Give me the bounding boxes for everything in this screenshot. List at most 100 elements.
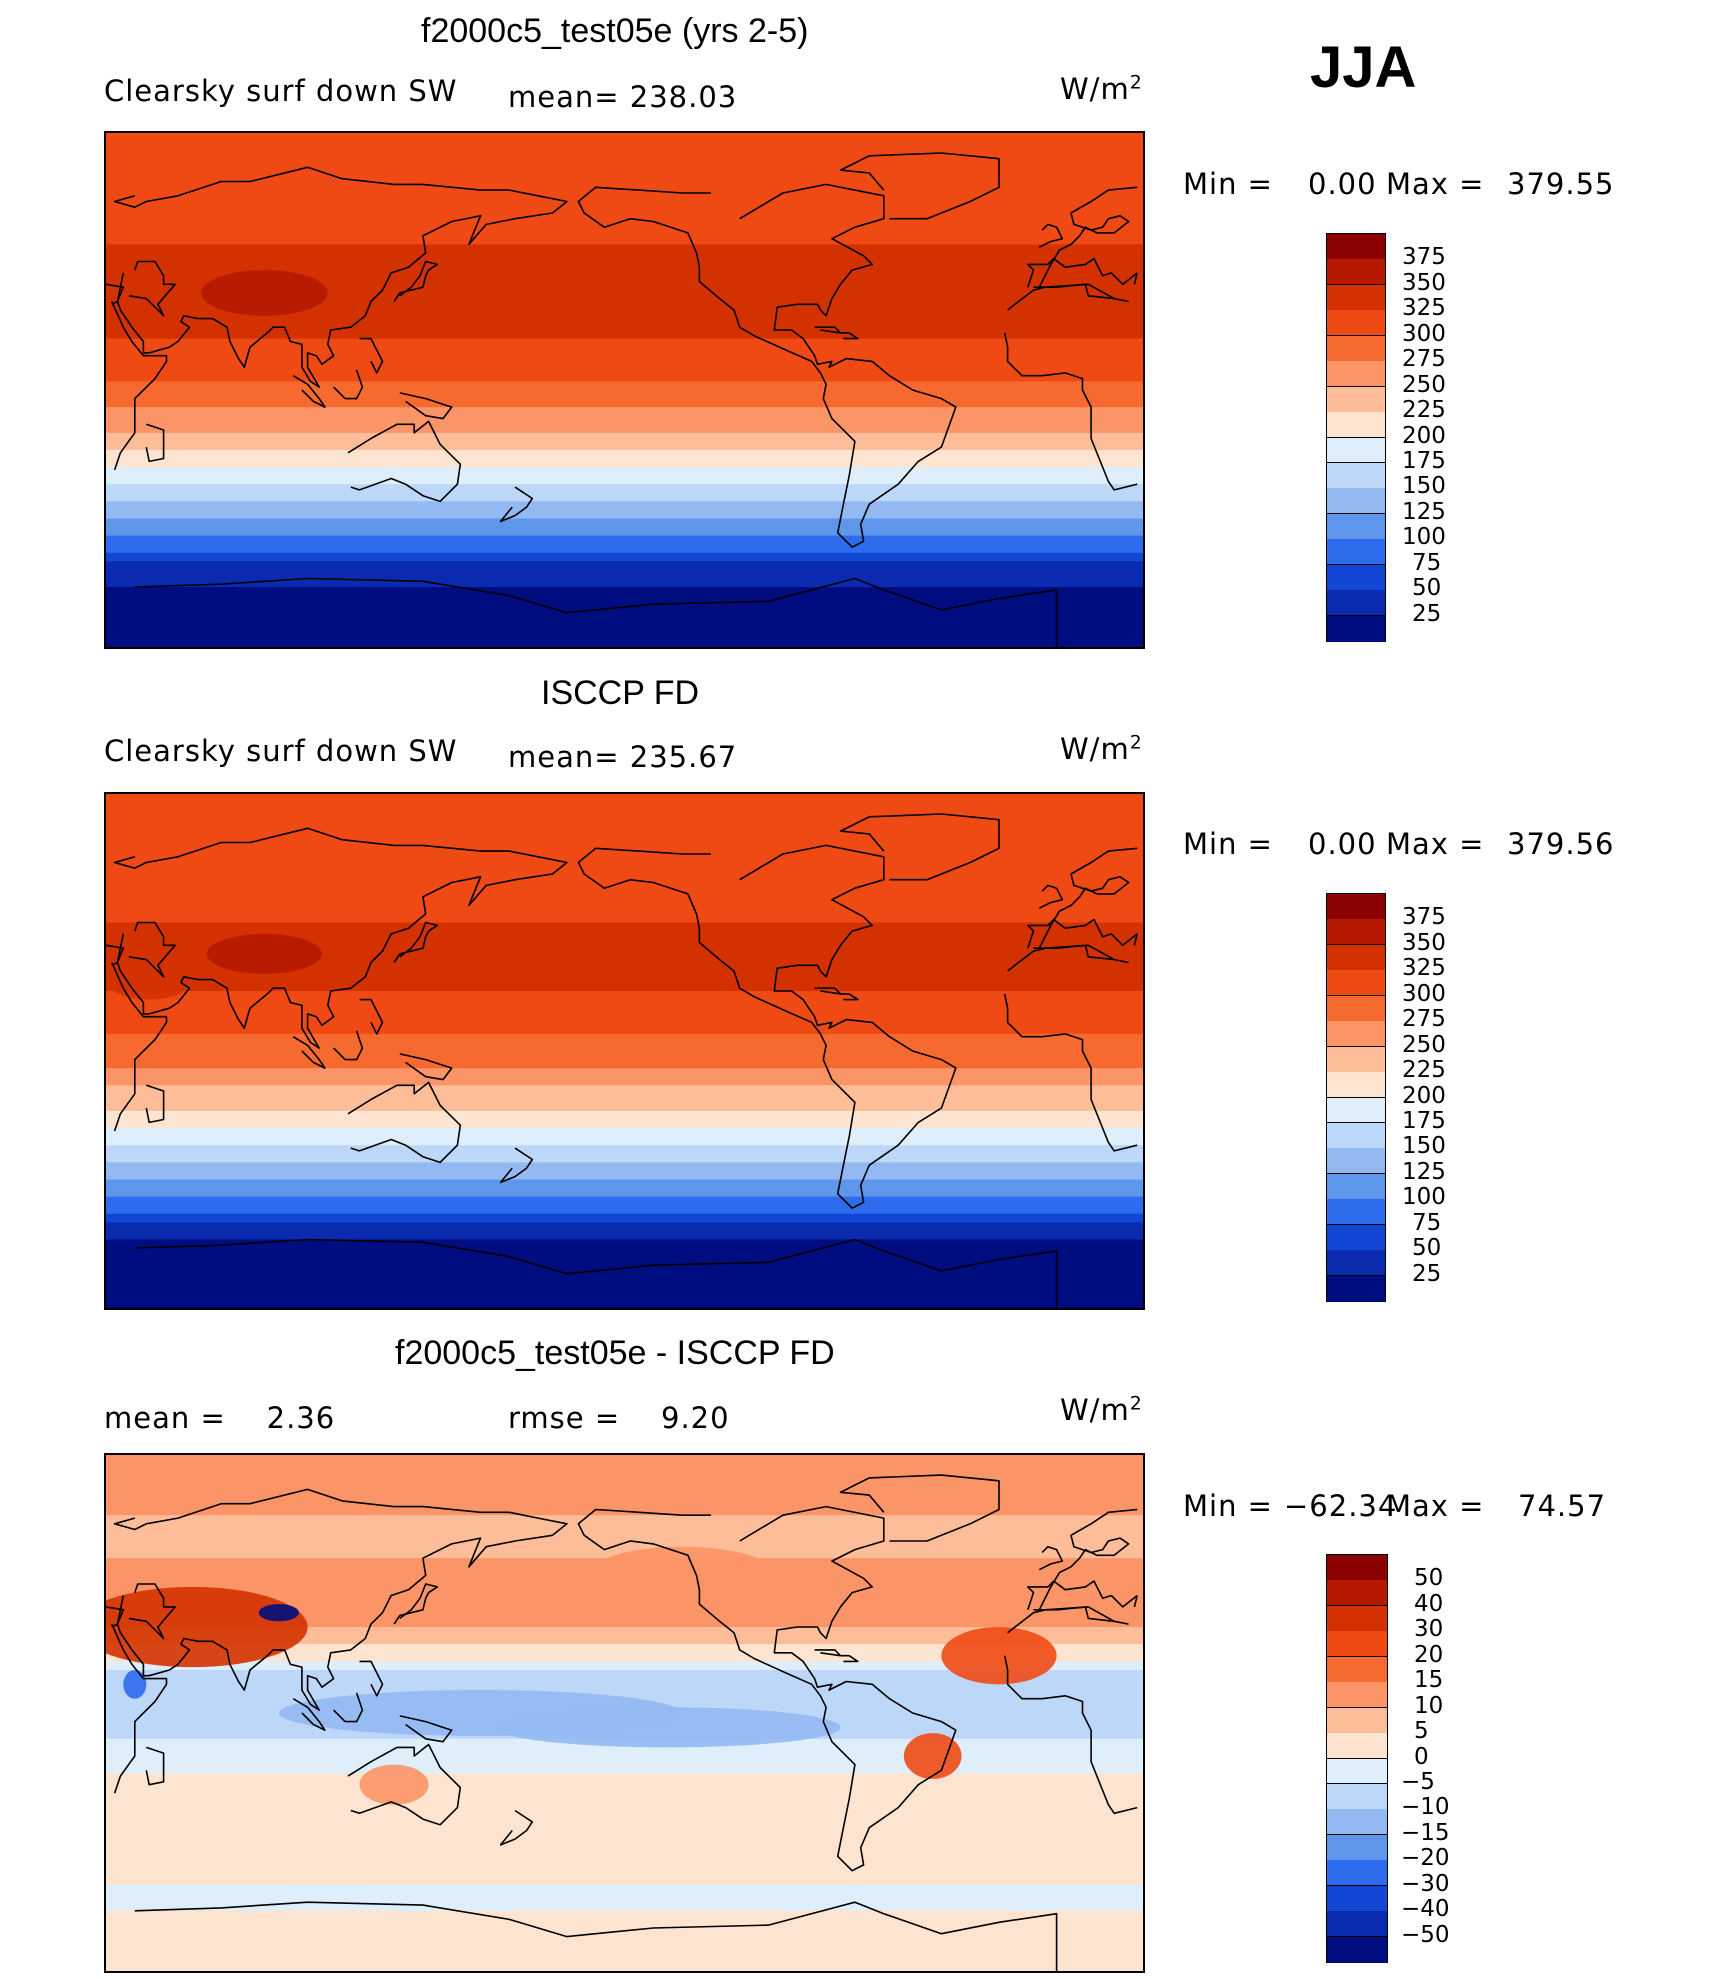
panel2-units-sup: 2 [1129,732,1143,754]
field-band [106,449,1143,460]
field-band [106,1042,1143,1052]
field-band [106,252,1143,263]
field-band [106,1188,1143,1198]
coastline [814,1649,842,1657]
panel2-title: ISCCP FD [541,674,700,712]
field-band [106,1618,1143,1628]
season-label: JJA [1310,35,1417,100]
field-band [106,931,1143,941]
colorbar-tick-label: 250 [1402,371,1446,398]
field-band [106,1928,1143,1938]
coastline [1038,847,1138,949]
colorbar-tick-label: 100 [1402,524,1446,551]
colorbar-swatch [1327,412,1385,438]
panel1-colorbar [1326,233,1386,642]
field-band [106,1635,1143,1645]
colorbar-tick-label: 25 [1412,600,1442,627]
colorbar-tick-label: −30 [1401,1870,1450,1897]
coastline [111,1623,168,1794]
field-band [106,1850,1143,1860]
field-band [106,501,1143,511]
field-band [106,467,1143,477]
panel1-min-value: 0.00 [1308,167,1377,201]
field-feature [494,278,697,331]
coastline [499,1809,534,1846]
field-band [106,1876,1143,1886]
colorbar-swatch [1327,234,1385,260]
panel2-units: W/m2 [1060,732,1143,766]
field-band [106,141,1143,151]
coastline [1026,257,1138,288]
colorbar-tick-label: −50 [1401,1921,1450,1948]
field-band [106,1910,1143,1921]
field-band [106,372,1143,383]
colorbar-tick-label: 100 [1402,1184,1446,1211]
field-band [106,509,1143,520]
coastline [333,1692,364,1723]
colorbar-tick-label: 10 [1414,1692,1444,1719]
colorbar-swatch [1327,970,1385,997]
field-band [106,201,1143,211]
field-feature [359,1764,429,1805]
field-band [106,802,1143,812]
colorbar-tick-label: −40 [1401,1896,1450,1923]
field-band [106,1919,1143,1929]
field-feature [106,1586,308,1668]
panel3-units-base: W/m [1060,1393,1130,1427]
colorbar-swatch [1327,919,1385,946]
colorbar-tick-label: 175 [1402,1107,1446,1134]
panel3-mean-label: mean = 2.36 [104,1401,336,1435]
colorbar-tick-label: 375 [1402,244,1446,271]
coastline [840,1654,859,1663]
coastlines [106,1474,1138,1971]
field-band [106,1128,1143,1138]
colorbar-tick-label: 40 [1414,1590,1444,1617]
panel2-map-svg [106,794,1143,1308]
coastline [347,1743,462,1826]
colorbar-swatch [1327,590,1385,617]
coastline [840,993,859,1001]
colorbar-swatch [1327,1936,1387,1963]
coastline [1026,918,1138,949]
colorbar-tick-label: 300 [1402,320,1446,347]
panel1-map [104,131,1145,649]
colorbar-tick-label: 350 [1402,269,1446,296]
colorbar-swatch [1327,995,1385,1022]
field-band [106,355,1143,366]
colorbar-swatch [1327,1631,1387,1658]
field-band [106,407,1143,417]
field-band [106,150,1143,160]
field-band [106,638,1143,647]
field-band [106,1213,1143,1224]
field-band [106,1008,1143,1018]
colorbar-swatch [1327,1173,1385,1200]
panel2-max-value: 379.56 [1507,827,1615,861]
colorbar-tick-label: 50 [1412,1235,1442,1262]
field-band [106,1945,1143,1955]
colorbar-swatch [1327,1046,1385,1073]
field-band [106,1747,1143,1757]
field-band [106,1102,1143,1112]
coastline [106,827,568,1049]
field-band [106,235,1143,246]
coastline [839,152,1000,220]
coastline [1038,1508,1138,1611]
field-band [106,811,1143,821]
field-feature [408,939,668,992]
coastline [577,183,957,548]
field-band [106,1962,1143,1971]
panel1-variable-label: Clearsky surf down SW [104,74,458,108]
field-band [106,1541,1143,1551]
field-band [106,518,1143,528]
field-band [106,1222,1143,1232]
field-band [106,1670,1143,1680]
panel3-max-label: Max = [1386,1489,1485,1523]
colorbar-swatch [1327,1250,1385,1277]
colorbar-swatch [1327,1733,1387,1759]
panel3-title: f2000c5_test05e - ISCCP FD [395,1334,835,1372]
field-band [106,1867,1143,1878]
coastline [1007,944,1115,972]
field-band [106,270,1143,280]
field-band [106,1489,1143,1499]
coastline [145,1084,165,1124]
